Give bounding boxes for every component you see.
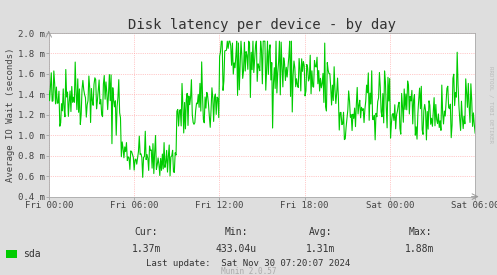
Text: Munin 2.0.57: Munin 2.0.57 <box>221 267 276 275</box>
Text: Last update:  Sat Nov 30 07:20:07 2024: Last update: Sat Nov 30 07:20:07 2024 <box>147 259 350 268</box>
Y-axis label: Average IO Wait (seconds): Average IO Wait (seconds) <box>6 48 15 182</box>
Text: Min:: Min: <box>224 227 248 237</box>
Text: 1.31m: 1.31m <box>306 244 335 254</box>
Text: Cur:: Cur: <box>135 227 159 237</box>
Text: RRDTOOL / TOBI OETIKER: RRDTOOL / TOBI OETIKER <box>489 66 494 143</box>
Text: Max:: Max: <box>408 227 432 237</box>
Text: 433.04u: 433.04u <box>216 244 256 254</box>
Title: Disk latency per device - by day: Disk latency per device - by day <box>128 18 396 32</box>
Text: 1.37m: 1.37m <box>132 244 162 254</box>
Text: Avg:: Avg: <box>309 227 332 237</box>
Text: 1.88m: 1.88m <box>405 244 435 254</box>
Text: sda: sda <box>23 249 40 259</box>
